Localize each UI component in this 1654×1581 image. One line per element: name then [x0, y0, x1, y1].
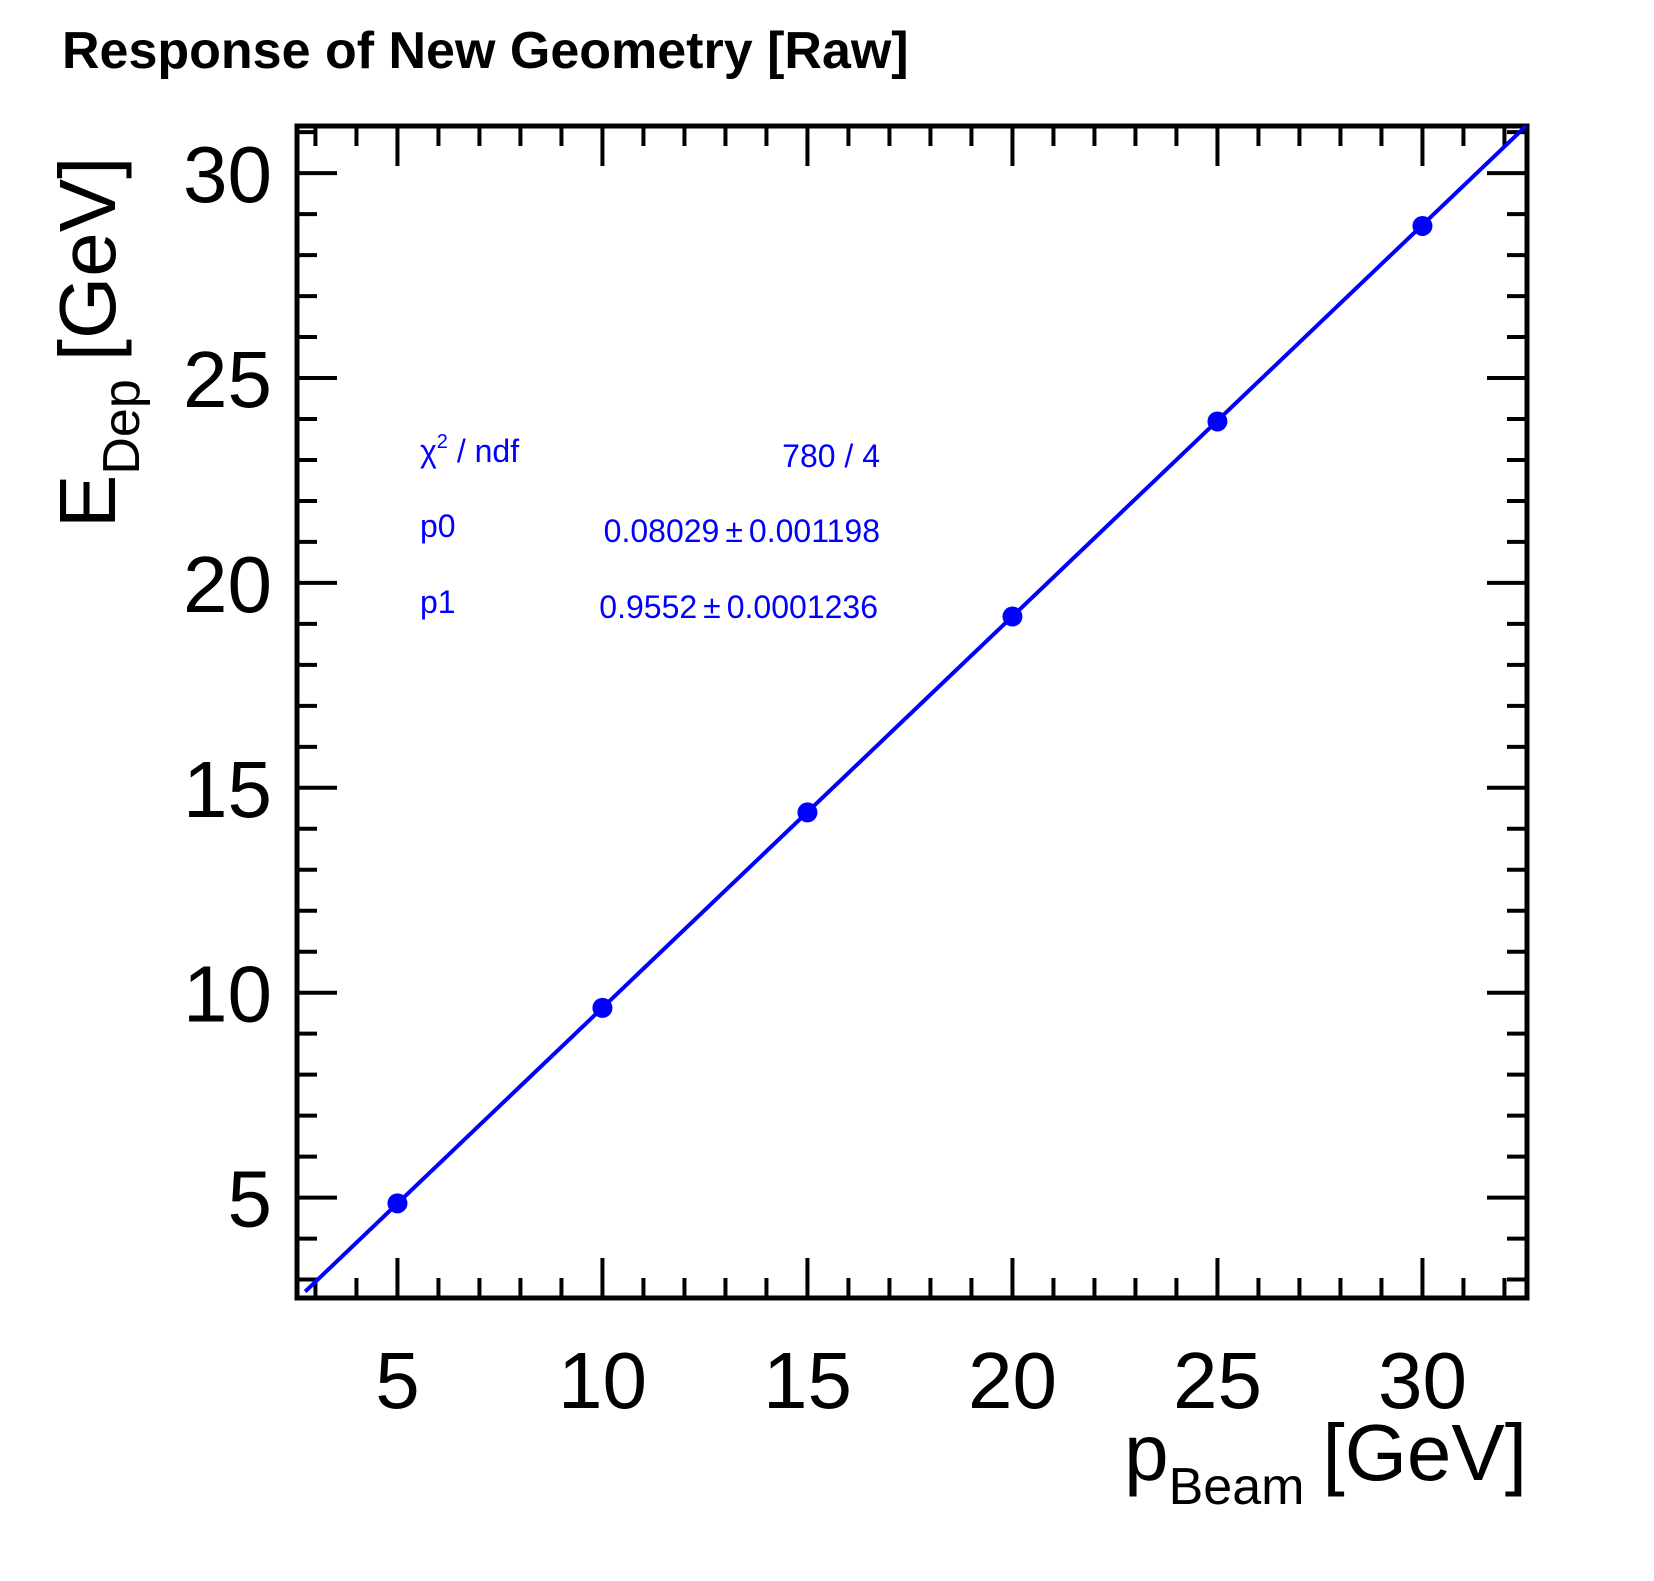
data-point [1207, 411, 1228, 432]
data-point [387, 1193, 408, 1214]
plot-frame [294, 123, 1530, 1301]
stats-chi2-value: 780 / 4 [782, 438, 880, 474]
fit-line-group [303, 124, 1528, 1294]
stats-p0-value: 0.08029 ±0.001198 [604, 513, 880, 549]
y-tick-label: 20 [183, 540, 272, 629]
data-points [387, 215, 1433, 1214]
stats-chi2-label: χ2 / ndf [420, 431, 519, 469]
y-axis-title: EDep [GeV] [43, 157, 151, 528]
fit-stats-box: χ2 / ndf 780 / 4 p0 0.08029 ±0.001198 p1 … [420, 431, 880, 625]
y-tick-labels: 5 10 15 20 25 30 [183, 130, 272, 1243]
stats-p0-label: p0 [420, 508, 456, 544]
plot-frame-group [294, 123, 1530, 1301]
y-tick-label: 30 [183, 130, 272, 219]
svg-text:pBeam[GeV]: pBeam [GeV] [1124, 1408, 1527, 1516]
y-tick-label: 25 [183, 335, 272, 424]
x-axis-title-unit: [GeV] [1322, 1408, 1527, 1497]
y-tick-label: 5 [228, 1155, 273, 1244]
stats-p1-value: 0.9552 ±0.0001236 [599, 589, 878, 625]
data-point [1412, 215, 1433, 236]
x-tick-label: 25 [1173, 1336, 1262, 1425]
x-tick-labels: 5 10 15 20 25 30 [375, 1336, 1467, 1425]
data-point [1002, 606, 1023, 627]
x-tick-label: 30 [1378, 1336, 1467, 1425]
x-tick-label: 5 [375, 1336, 420, 1425]
fit-line [303, 124, 1528, 1294]
x-axis-title: pBeam [GeV] [1124, 1408, 1527, 1516]
data-point [797, 802, 818, 823]
y-tick-label: 15 [183, 745, 272, 834]
chart-title: Response of New Geometry [Raw] [62, 22, 909, 80]
y-axis-title-unit: [GeV] [43, 157, 132, 362]
y-axis-title-sub: Dep [93, 379, 151, 474]
y-tick-label: 10 [183, 950, 272, 1039]
svg-text:EDep[GeV]: EDep [GeV] [43, 157, 151, 528]
x-axis-title-main: p [1124, 1408, 1169, 1497]
y-axis-title-main: E [43, 475, 132, 528]
x-axis-title-sub: Beam [1169, 1458, 1305, 1516]
stats-p1-label: p1 [420, 584, 456, 620]
axis-ticks [297, 126, 1527, 1298]
x-tick-label: 20 [968, 1336, 1057, 1425]
data-point [592, 997, 613, 1018]
x-tick-label: 15 [763, 1336, 852, 1425]
x-tick-label: 10 [558, 1336, 647, 1425]
